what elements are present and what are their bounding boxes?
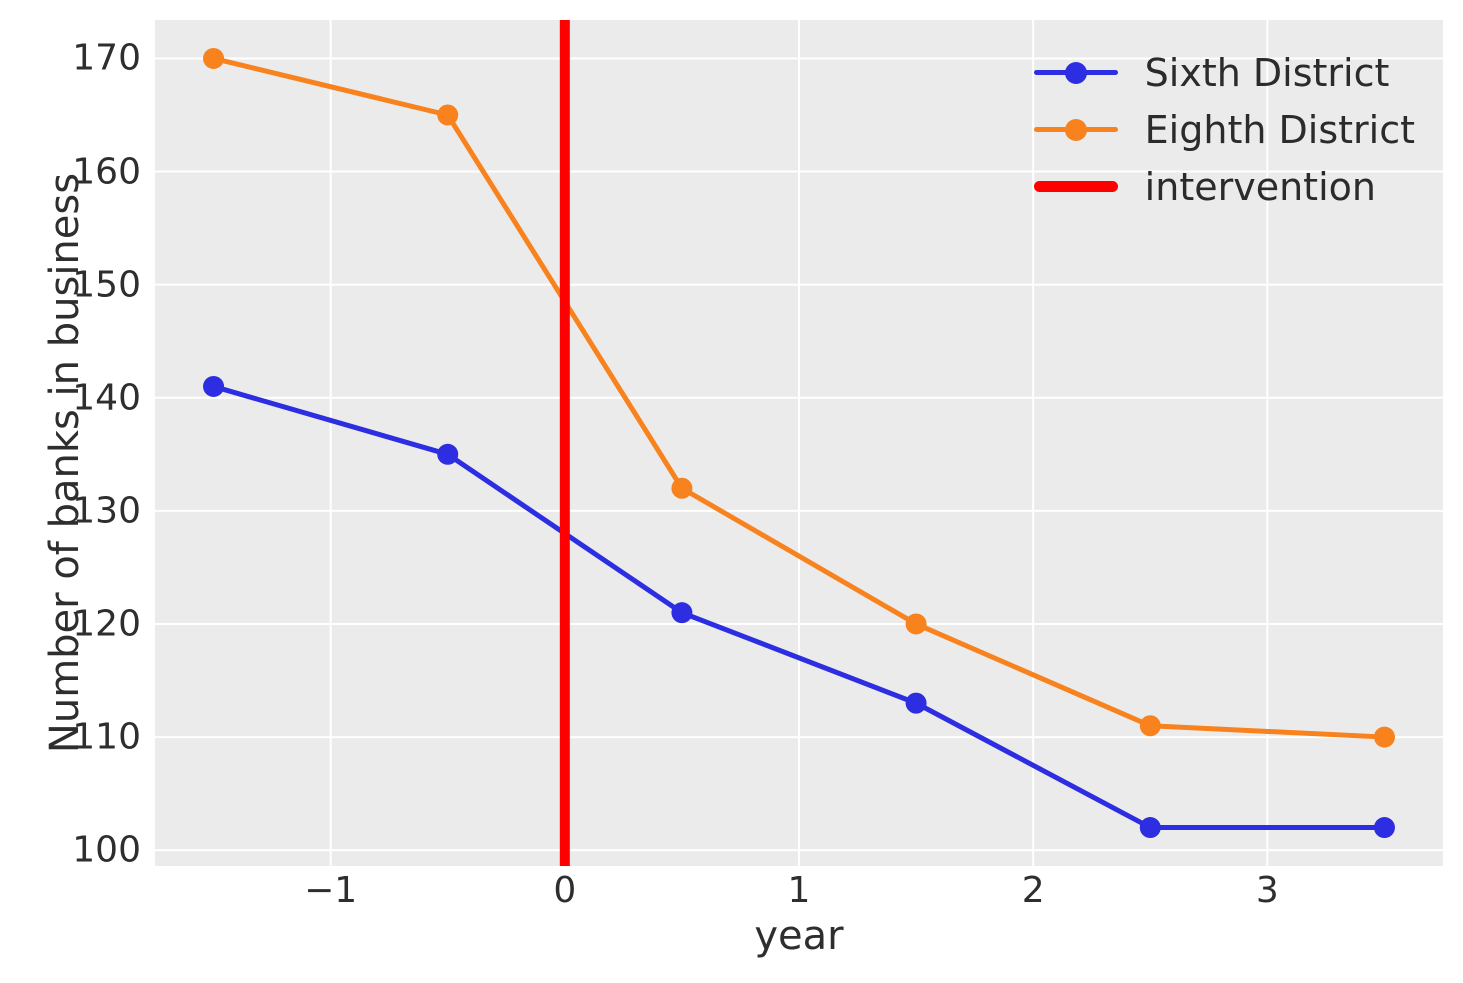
y-axis-label-text: Number of banks in business bbox=[42, 172, 88, 754]
legend-item-eighth-district: Eighth District bbox=[1033, 101, 1415, 158]
legend-label-sixth-district: Sixth District bbox=[1144, 50, 1390, 95]
y-tick-label: 120 bbox=[72, 603, 141, 645]
legend-label-eighth-district: Eighth District bbox=[1144, 107, 1415, 152]
y-tick-label: 170 bbox=[72, 37, 141, 79]
x-tick-label: 0 bbox=[553, 870, 577, 911]
y-tick-label: 100 bbox=[72, 829, 141, 871]
y-tick-label: 140 bbox=[72, 377, 141, 419]
plot-area: Sixth District Eighth District intervent… bbox=[155, 20, 1443, 866]
data-point-0 bbox=[671, 602, 693, 624]
legend: Sixth District Eighth District intervent… bbox=[1033, 44, 1415, 215]
data-point-1 bbox=[1373, 726, 1395, 748]
data-point-0 bbox=[905, 692, 927, 714]
data-point-1 bbox=[203, 47, 225, 69]
data-point-1 bbox=[437, 104, 459, 126]
data-point-1 bbox=[671, 477, 693, 499]
legend-dot-icon bbox=[1064, 61, 1087, 84]
chart-canvas bbox=[155, 20, 1443, 866]
data-point-0 bbox=[437, 443, 459, 465]
y-tick-label: 130 bbox=[72, 490, 141, 532]
legend-label-intervention: intervention bbox=[1144, 164, 1376, 209]
legend-line-marker-icon bbox=[1033, 61, 1118, 84]
data-point-0 bbox=[1139, 817, 1161, 839]
y-tick-label: 150 bbox=[72, 264, 141, 306]
series-line-0 bbox=[211, 383, 1387, 831]
y-tick-label: 110 bbox=[72, 716, 141, 758]
legend-item-intervention: intervention bbox=[1033, 158, 1415, 215]
legend-dot-icon bbox=[1064, 118, 1087, 141]
legend-intervention-line-icon bbox=[1033, 181, 1118, 192]
data-point-1 bbox=[1139, 715, 1161, 737]
x-tick-label: 2 bbox=[1021, 870, 1045, 911]
data-point-0 bbox=[203, 375, 225, 397]
legend-line-marker-icon bbox=[1033, 118, 1118, 141]
data-point-0 bbox=[1373, 817, 1395, 839]
y-tick-label: 160 bbox=[72, 151, 141, 193]
x-axis-label: year bbox=[754, 913, 844, 959]
legend-item-sixth-district: Sixth District bbox=[1033, 44, 1415, 101]
x-tick-label: 3 bbox=[1255, 870, 1279, 911]
data-point-1 bbox=[905, 613, 927, 635]
x-tick-label: 1 bbox=[787, 870, 811, 911]
y-axis-label: Number of banks in business bbox=[42, 173, 88, 753]
x-tick-label: −1 bbox=[304, 870, 358, 911]
series-line-1 bbox=[211, 55, 1387, 740]
